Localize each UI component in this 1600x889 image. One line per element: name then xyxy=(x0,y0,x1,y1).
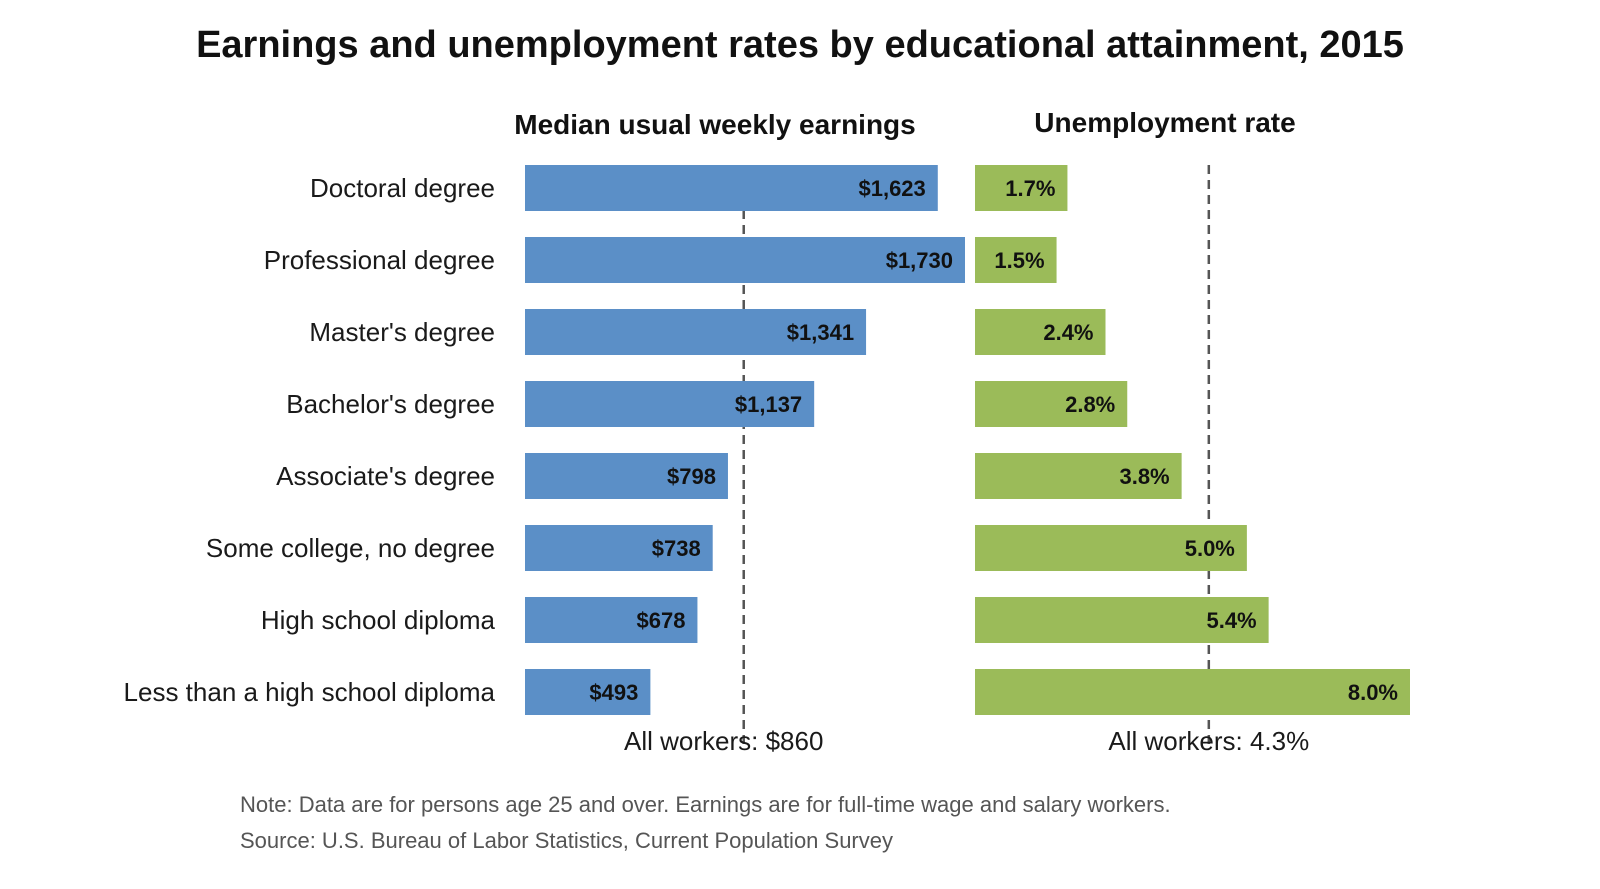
category-label: Associate's degree xyxy=(276,461,495,491)
unemployment-bar xyxy=(975,669,1410,715)
unemployment-value-label: 2.8% xyxy=(1065,392,1115,417)
earnings-bar xyxy=(525,669,651,715)
unemployment-bar xyxy=(975,525,1247,571)
chart-source: Source: U.S. Bureau of Labor Statistics,… xyxy=(240,828,893,853)
unemployment-value-label: 1.5% xyxy=(994,248,1044,273)
earnings-bar xyxy=(525,381,815,427)
earnings-bar xyxy=(525,309,867,355)
unemployment-bar xyxy=(975,165,1068,211)
unemployment-reference-label: All workers: 4.3% xyxy=(1108,726,1309,756)
unemployment-value-label: 2.4% xyxy=(1043,320,1093,345)
unemployment-bar xyxy=(975,453,1182,499)
unemployment-value-label: 5.0% xyxy=(1185,536,1235,561)
category-labels: Doctoral degree Professional degree Master… xyxy=(124,173,496,707)
earnings-bar xyxy=(525,237,965,283)
earnings-value-label: $1,341 xyxy=(787,320,854,345)
category-label: Bachelor's degree xyxy=(286,389,495,419)
category-label: Less than a high school diploma xyxy=(124,677,496,707)
earnings-bars: $1,623 $1,730 $1,341 $1,137 $798 $738 $678 $493 xyxy=(525,165,965,715)
earnings-value-label: $678 xyxy=(636,608,685,633)
earnings-panel-title: Median usual weekly earnings xyxy=(514,109,915,140)
category-label: Doctoral degree xyxy=(310,173,495,203)
category-label: Some college, no degree xyxy=(206,533,495,563)
category-label: Master's degree xyxy=(309,317,495,347)
chart-title: Earnings and unemployment rates by educa… xyxy=(196,24,1404,66)
earnings-value-label: $493 xyxy=(589,680,638,705)
earnings-bar xyxy=(525,525,713,571)
earnings-bar xyxy=(525,453,728,499)
earnings-value-label: $1,623 xyxy=(858,176,925,201)
earnings-bar xyxy=(525,165,938,211)
unemployment-value-label: 3.8% xyxy=(1119,464,1169,489)
earnings-bar xyxy=(525,597,698,643)
earnings-value-label: $798 xyxy=(667,464,716,489)
chart-note: Note: Data are for persons age 25 and ov… xyxy=(240,792,1171,817)
unemployment-bar xyxy=(975,381,1128,427)
unemployment-bar xyxy=(975,309,1106,355)
category-label: Professional degree xyxy=(264,245,495,275)
unemployment-panel-title: Unemployment rate xyxy=(1034,107,1295,138)
unemployment-value-label: 1.7% xyxy=(1005,176,1055,201)
earnings-value-label: $1,137 xyxy=(735,392,802,417)
unemployment-value-label: 8.0% xyxy=(1348,680,1398,705)
earnings-value-label: $738 xyxy=(652,536,701,561)
earnings-value-label: $1,730 xyxy=(886,248,953,273)
unemployment-bars: 1.7% 1.5% 2.4% 2.8% 3.8% 5.0% 5.4% 8.0% xyxy=(975,165,1410,715)
unemployment-bar xyxy=(975,237,1057,283)
earnings-reference-label: All workers: $860 xyxy=(624,726,823,756)
unemployment-value-label: 5.4% xyxy=(1206,608,1256,633)
category-label: High school diploma xyxy=(261,605,496,635)
unemployment-bar xyxy=(975,597,1269,643)
